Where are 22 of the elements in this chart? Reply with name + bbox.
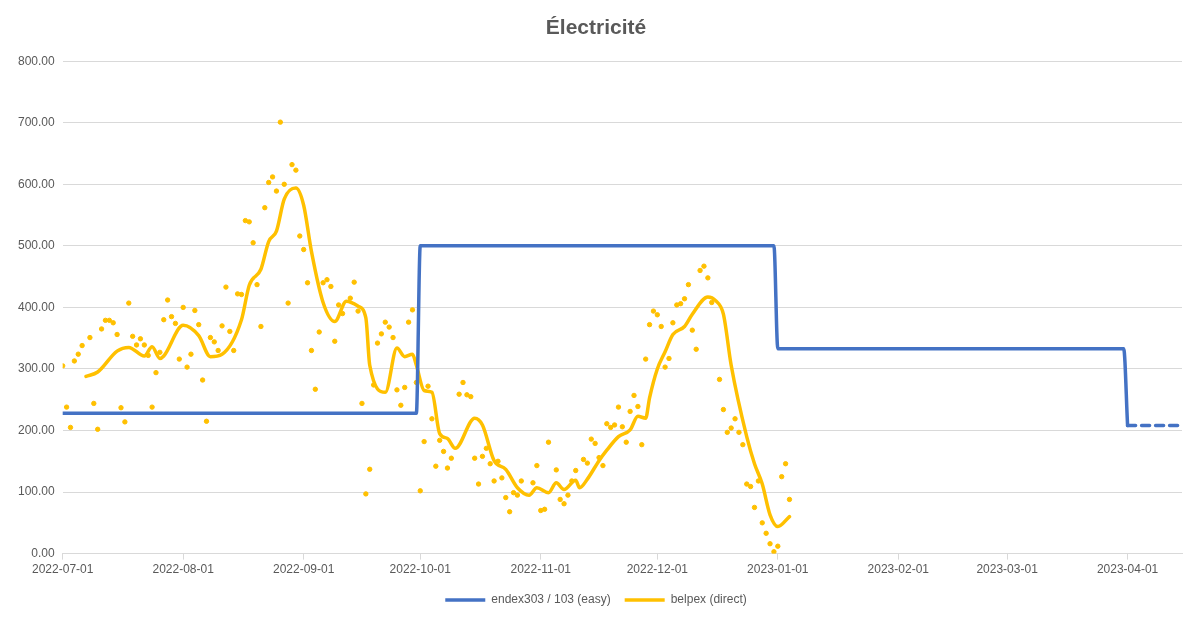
x-tick-label: 2023-03-01: [976, 562, 1039, 577]
y-tick-label: 300.00: [18, 361, 56, 376]
y-tick-label: 500.00: [18, 238, 56, 253]
x-tick-label: 2022-08-01: [152, 562, 215, 577]
x-tick-label: 2022-07-01: [32, 562, 94, 577]
x-tick-label: 2023-02-01: [867, 562, 930, 577]
legend-label: belpex (direct): [670, 592, 747, 607]
x-tick-label: 2023-01-01: [747, 562, 809, 577]
y-tick-label: 100.00: [18, 484, 56, 499]
x-tick-label: 2022-11-01: [510, 562, 572, 577]
y-tick-label: 600.00: [18, 176, 56, 191]
y-tick-label: 800.00: [18, 53, 56, 68]
chart-title: Électricité: [545, 15, 647, 39]
x-tick-label: 2022-12-01: [626, 562, 689, 577]
y-tick-label: 200.00: [18, 422, 56, 437]
y-tick-label: 400.00: [18, 299, 56, 314]
x-tick-label: 2022-09-01: [272, 562, 335, 577]
legend-label: endex303 / 103 (easy): [491, 592, 611, 607]
y-tick-label: 700.00: [18, 115, 56, 130]
y-tick-label: 0.00: [31, 545, 56, 560]
x-tick-label: 2022-10-01: [389, 562, 452, 577]
x-tick-label: 2023-04-01: [1096, 562, 1159, 577]
